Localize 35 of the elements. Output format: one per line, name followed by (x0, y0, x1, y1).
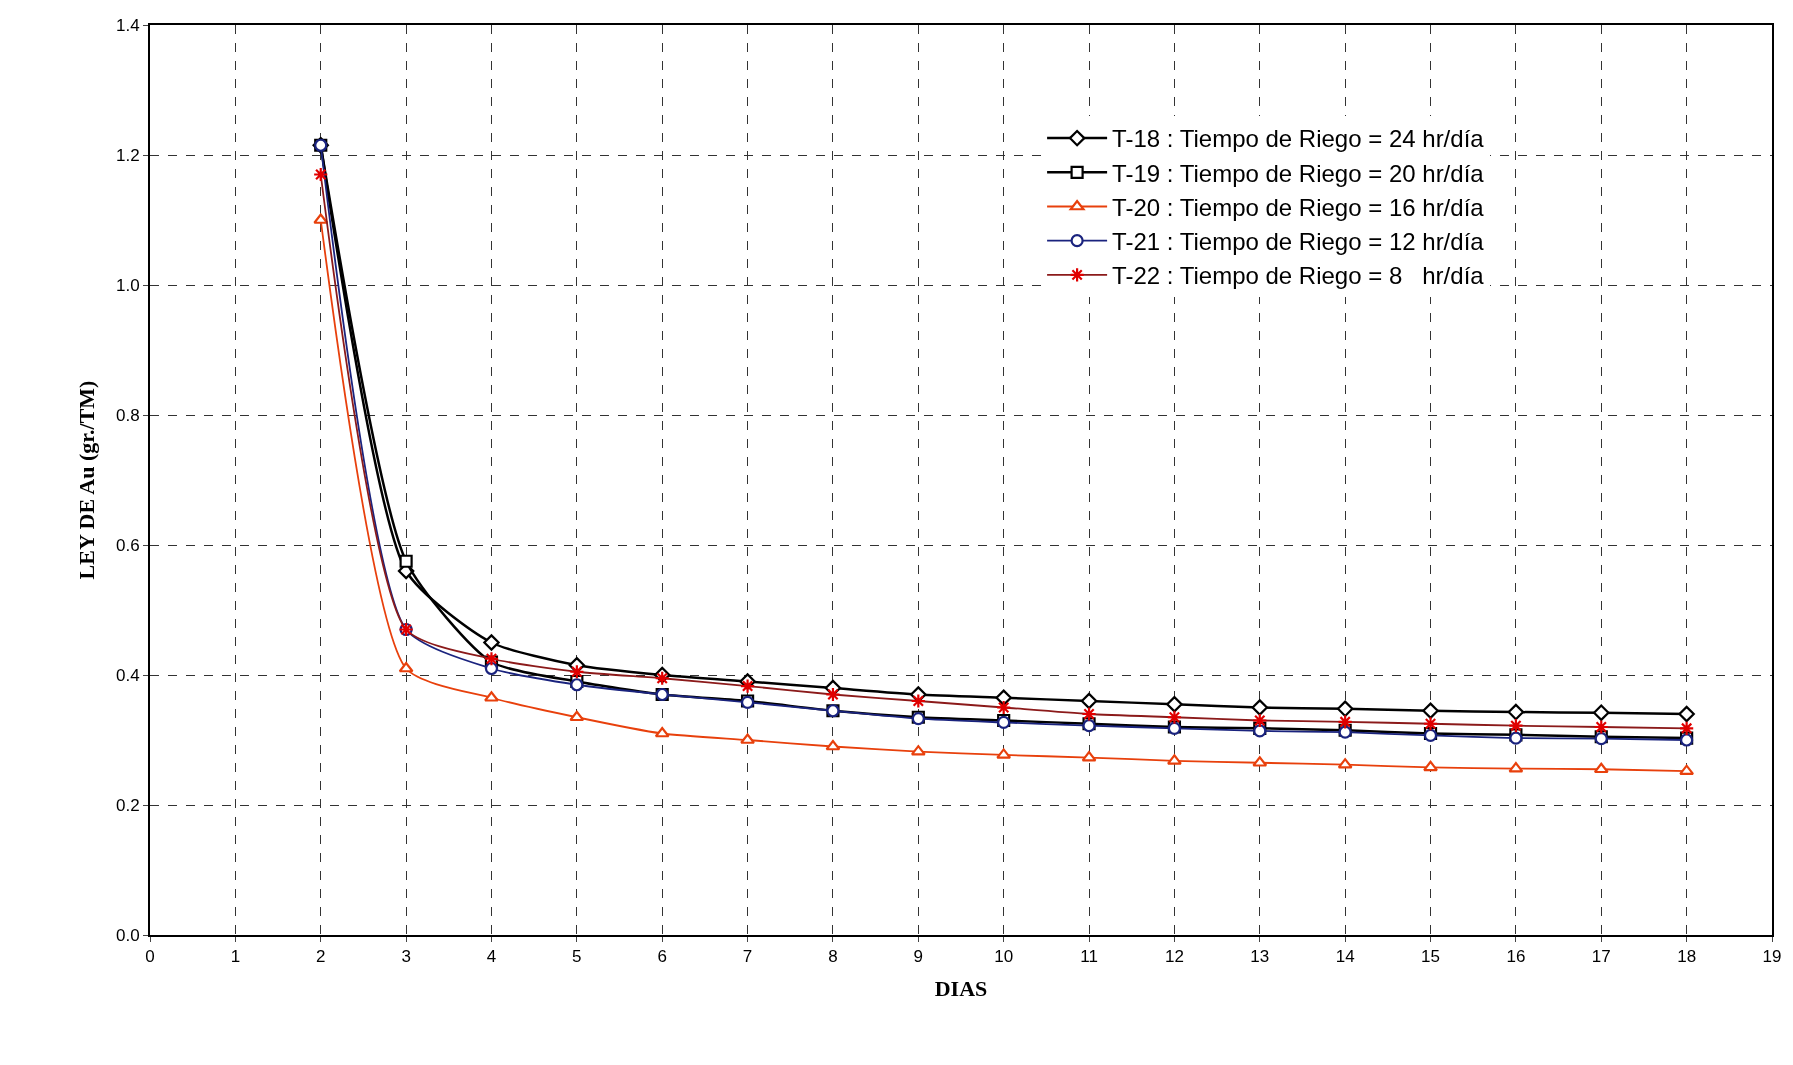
y-tick-label: 1.0 (115, 275, 140, 295)
y-tick-label: 1.2 (115, 145, 140, 165)
x-tick-label: 14 (1335, 947, 1355, 967)
legend-label: T-20 : Tiempo de Riego = 16 hr/día (1112, 193, 1485, 221)
x-tick-label: 0 (145, 947, 155, 967)
x-tick-label: 11 (1080, 947, 1098, 967)
x-tick-label: 13 (1250, 947, 1270, 967)
x-tick-label: 12 (1164, 947, 1184, 967)
x-tick-label: 15 (1421, 947, 1440, 967)
x-tick-label: 1 (230, 947, 241, 967)
y-tick-label: 0.2 (115, 795, 140, 815)
x-tick-label: 17 (1591, 947, 1611, 967)
x-axis-title: DIAS (934, 975, 988, 1001)
x-tick-label: 16 (1506, 947, 1526, 967)
y-axis-title: LEY DE Au (gr./TM) (74, 380, 100, 580)
y-tick-label: 0.8 (115, 405, 140, 425)
x-tick-label: 6 (657, 947, 667, 967)
x-tick-label: 7 (742, 947, 753, 967)
x-tick-label: 8 (828, 947, 838, 967)
x-tick-label: 3 (401, 947, 411, 967)
x-tick-label: 18 (1677, 947, 1697, 967)
x-tick-label: 9 (913, 947, 924, 967)
legend-label: T-19 : Tiempo de Riego = 20 hr/día (1112, 159, 1485, 187)
y-tick-label: 0.6 (115, 535, 140, 555)
y-tick-label: 0.4 (115, 665, 140, 685)
y-tick-label: 1.4 (115, 15, 140, 35)
legend-label: T-22 : Tiempo de Riego = 8 hr/día (1112, 262, 1485, 290)
x-tick-label: 2 (316, 947, 326, 967)
x-tick-label: 19 (1762, 947, 1782, 967)
y-tick-label: 0.0 (115, 925, 140, 945)
x-tick-label: 5 (572, 947, 582, 967)
legend-label: T-21 : Tiempo de Riego = 12 hr/día (1112, 228, 1485, 256)
x-tick-label: 4 (486, 947, 497, 967)
x-tick-label: 10 (994, 947, 1014, 967)
legend-label: T-18 : Tiempo de Riego = 24 hr/día (1112, 125, 1485, 153)
